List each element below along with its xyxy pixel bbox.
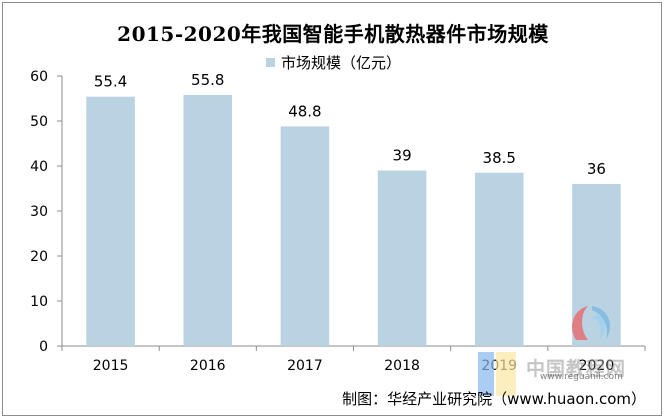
y-tick-label: 60 xyxy=(30,69,48,85)
source-note: 制图：华经产业研究院（www.huaon.com） xyxy=(342,390,646,408)
watermark-logo-icon xyxy=(572,306,611,340)
y-tick-label: 0 xyxy=(39,339,48,355)
bar-2016 xyxy=(183,94,233,347)
data-label-2015: 55.4 xyxy=(94,73,127,91)
legend: 市场规模（亿元） xyxy=(266,52,401,72)
data-label-2018: 39 xyxy=(393,147,412,165)
legend-swatch xyxy=(266,57,275,67)
x-tick-label-2020: 2020 xyxy=(579,358,615,374)
data-label-2016: 55.8 xyxy=(191,71,224,89)
watermark-graphic xyxy=(478,352,520,396)
y-tick-label: 20 xyxy=(30,249,48,265)
watermark-text: 中国教程网 xyxy=(526,358,627,380)
data-label-2017: 48.8 xyxy=(288,102,321,120)
x-tick-label-2018: 2018 xyxy=(384,358,420,374)
x-tick-label-2017: 2017 xyxy=(287,358,323,374)
data-label-2020: 36 xyxy=(587,160,606,178)
chart-title: 2015-2020年我国智能手机散热器件市场规模 xyxy=(117,22,549,46)
bar-2019 xyxy=(474,172,524,346)
data-label-2019: 38.5 xyxy=(483,149,516,167)
legend-label: 市场规模（亿元） xyxy=(281,53,402,72)
watermark-url: www.reguanli.com xyxy=(540,372,623,382)
y-tick-label: 50 xyxy=(30,114,48,130)
x-tick-label-2015: 2015 xyxy=(93,358,129,374)
bar-2017 xyxy=(280,126,330,347)
bar-2015 xyxy=(86,96,135,346)
x-tick-label-2016: 2016 xyxy=(190,358,226,374)
y-tick-label: 10 xyxy=(30,294,48,310)
y-tick-label: 30 xyxy=(30,204,48,220)
bar-2018 xyxy=(377,170,427,346)
y-tick-label: 40 xyxy=(30,159,48,175)
